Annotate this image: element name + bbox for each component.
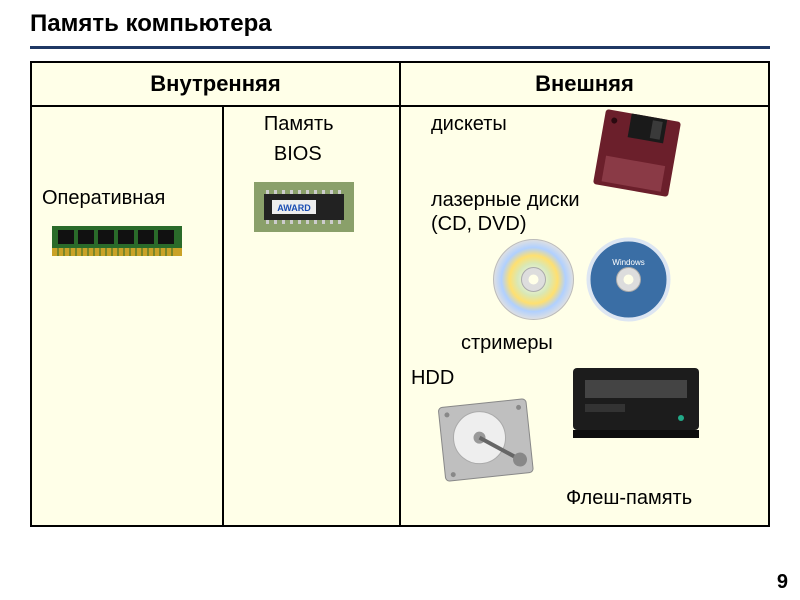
header-external: Внешняя [400, 62, 769, 106]
cell-operative: Оперативная [31, 106, 223, 526]
page-number: 9 [777, 571, 788, 594]
optical-label-2: (CD, DVD) [431, 213, 527, 236]
bios-label-1: Память [264, 113, 334, 136]
hdd-label: HDD [411, 367, 454, 390]
header-internal: Внутренняя [31, 62, 400, 106]
cell-external: дискеты лазерные диски (CD, DVD) [400, 106, 769, 526]
cell-bios: Память BIOS AWARD [223, 106, 400, 526]
operative-label: Оперативная [42, 187, 165, 210]
tape-drive-icon [571, 362, 701, 447]
floppy-label: дискеты [431, 113, 507, 136]
table-header-row: Внутренняя Внешняя [31, 62, 769, 106]
table-body-row: Оперативная [31, 106, 769, 526]
bios-brand-text: AWARD [277, 203, 311, 213]
cd-icon [491, 237, 576, 327]
dvd-icon: Windows [586, 237, 671, 327]
hdd-icon [436, 397, 536, 492]
flash-label: Флеш-память [566, 487, 692, 510]
page-title: Память компьютера [30, 10, 770, 38]
svg-text:Windows: Windows [612, 258, 644, 267]
memory-table: Внутренняя Внешняя Оперативная [30, 61, 770, 527]
optical-label-1: лазерные диски [431, 189, 580, 212]
tape-label: стримеры [461, 332, 553, 355]
bios-label-2: BIOS [274, 143, 322, 166]
bios-chip-icon: AWARD [254, 182, 354, 237]
floppy-icon [591, 107, 683, 204]
ram-icon [52, 222, 182, 261]
title-underline [30, 46, 770, 49]
slide: Память компьютера Внутренняя Внешняя Опе… [0, 0, 800, 547]
